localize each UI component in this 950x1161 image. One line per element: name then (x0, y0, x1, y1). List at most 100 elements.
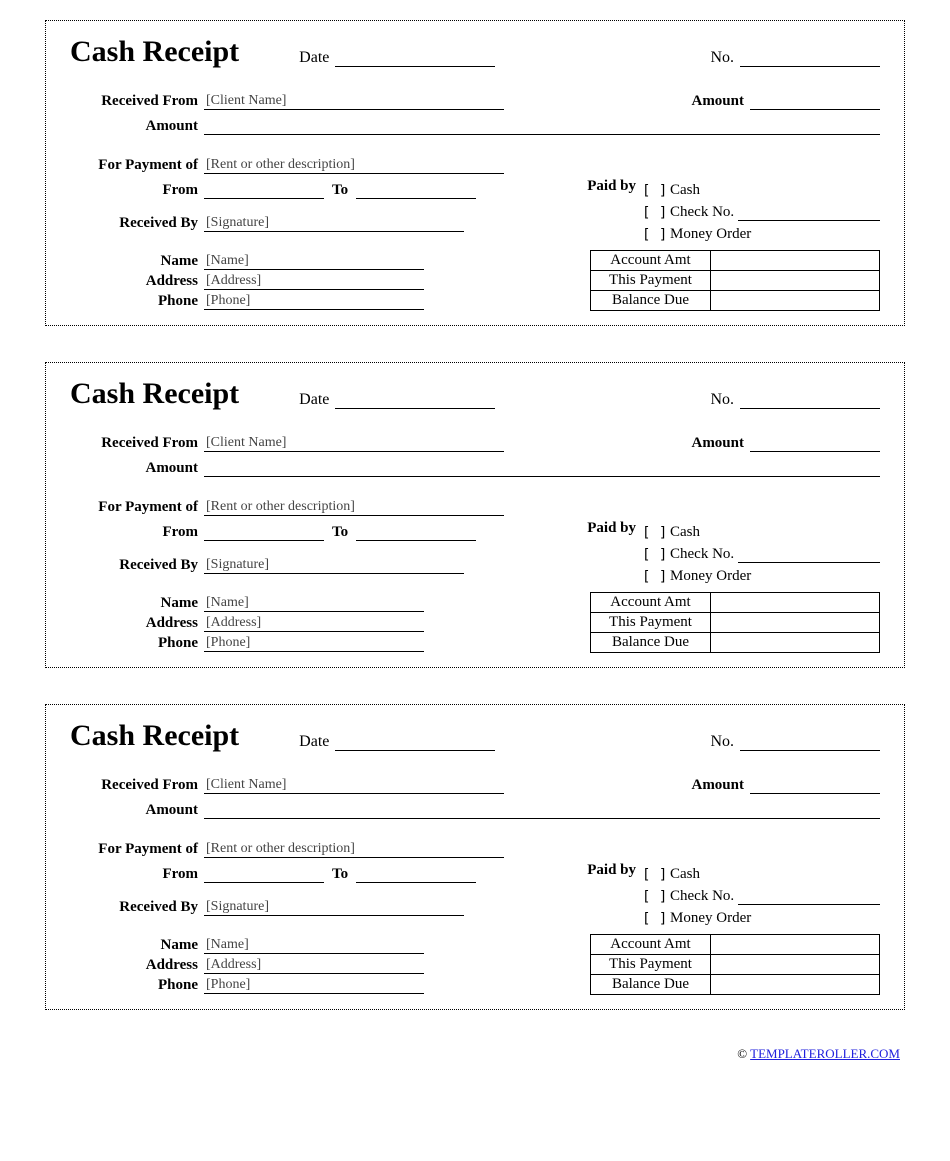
money-order-checkbox[interactable]: [ ] (642, 911, 670, 927)
balance-due-label: Balance Due (591, 975, 711, 995)
check-checkbox[interactable]: [ ] (642, 547, 670, 563)
signature-placeholder: [Signature] (204, 215, 269, 231)
client-name-placeholder: [Client Name] (204, 93, 286, 109)
balance-due-value[interactable] (711, 975, 880, 995)
received-from-field[interactable]: [Client Name] (204, 433, 504, 452)
cash-receipt: Cash Receipt Date No. Received From [Cli… (45, 20, 905, 326)
number-field[interactable] (740, 48, 880, 67)
this-payment-label: This Payment (591, 271, 711, 291)
money-order-checkbox[interactable]: [ ] (642, 569, 670, 585)
this-payment-value[interactable] (711, 271, 880, 291)
client-name-placeholder: [Client Name] (204, 777, 286, 793)
received-by-label: Received By (70, 899, 204, 916)
receipt-title: Cash Receipt (70, 37, 239, 67)
received-by-field[interactable]: [Signature] (204, 213, 464, 232)
cash-checkbox[interactable]: [ ] (642, 867, 670, 883)
description-placeholder: [Rent or other description] (204, 157, 355, 173)
amount-box-label: Amount (691, 435, 750, 452)
date-label: Date (299, 733, 329, 751)
phone-field[interactable]: [Phone] (204, 975, 424, 994)
cash-receipt: Cash Receipt Date No. Received From [Cli… (45, 362, 905, 668)
account-table: Account Amt This Payment Balance Due (590, 934, 880, 995)
check-no-field[interactable] (738, 886, 880, 905)
name-placeholder: [Name] (204, 937, 249, 953)
for-payment-label: For Payment of (70, 841, 204, 858)
for-payment-label: For Payment of (70, 157, 204, 174)
to-field[interactable] (356, 522, 476, 541)
signature-placeholder: [Signature] (204, 557, 269, 573)
balance-due-value[interactable] (711, 633, 880, 653)
check-no-field[interactable] (738, 202, 880, 221)
from-field[interactable] (204, 522, 324, 541)
received-by-label: Received By (70, 215, 204, 232)
paid-by-label: Paid by (580, 862, 642, 928)
received-by-label: Received By (70, 557, 204, 574)
number-field[interactable] (740, 390, 880, 409)
name-field[interactable]: [Name] (204, 251, 424, 270)
cash-checkbox[interactable]: [ ] (642, 525, 670, 541)
phone-label: Phone (70, 977, 204, 994)
from-field[interactable] (204, 180, 324, 199)
account-table: Account Amt This Payment Balance Due (590, 592, 880, 653)
name-field[interactable]: [Name] (204, 935, 424, 954)
for-payment-field[interactable]: [Rent or other description] (204, 497, 504, 516)
address-field[interactable]: [Address] (204, 271, 424, 290)
phone-label: Phone (70, 293, 204, 310)
date-field[interactable] (335, 48, 495, 67)
this-payment-value[interactable] (711, 613, 880, 633)
money-order-label: Money Order (670, 226, 751, 243)
address-placeholder: [Address] (204, 615, 261, 631)
received-from-field[interactable]: [Client Name] (204, 775, 504, 794)
footer-link[interactable]: TEMPLATEROLLER.COM (750, 1046, 900, 1061)
from-field[interactable] (204, 864, 324, 883)
account-table: Account Amt This Payment Balance Due (590, 250, 880, 311)
name-label: Name (70, 937, 204, 954)
amount-words-label: Amount (70, 118, 204, 135)
amount-box-label: Amount (691, 777, 750, 794)
account-amt-value[interactable] (711, 593, 880, 613)
check-no-label: Check No. (670, 546, 734, 563)
amount-words-field[interactable] (204, 458, 880, 477)
check-checkbox[interactable]: [ ] (642, 889, 670, 905)
received-by-field[interactable]: [Signature] (204, 897, 464, 916)
date-field[interactable] (335, 390, 495, 409)
amount-box-field[interactable] (750, 433, 880, 452)
amount-words-field[interactable] (204, 116, 880, 135)
balance-due-value[interactable] (711, 291, 880, 311)
name-field[interactable]: [Name] (204, 593, 424, 612)
number-field[interactable] (740, 732, 880, 751)
address-placeholder: [Address] (204, 273, 261, 289)
to-field[interactable] (356, 180, 476, 199)
amount-words-field[interactable] (204, 800, 880, 819)
phone-placeholder: [Phone] (204, 635, 250, 651)
description-placeholder: [Rent or other description] (204, 499, 355, 515)
balance-due-label: Balance Due (591, 291, 711, 311)
amount-words-label: Amount (70, 802, 204, 819)
phone-placeholder: [Phone] (204, 293, 250, 309)
phone-field[interactable]: [Phone] (204, 633, 424, 652)
cash-label: Cash (670, 866, 700, 883)
phone-field[interactable]: [Phone] (204, 291, 424, 310)
cash-checkbox[interactable]: [ ] (642, 183, 670, 199)
account-amt-value[interactable] (711, 935, 880, 955)
account-amt-value[interactable] (711, 251, 880, 271)
check-checkbox[interactable]: [ ] (642, 205, 670, 221)
for-payment-label: For Payment of (70, 499, 204, 516)
amount-box-field[interactable] (750, 91, 880, 110)
address-placeholder: [Address] (204, 957, 261, 973)
amount-box-field[interactable] (750, 775, 880, 794)
address-field[interactable]: [Address] (204, 613, 424, 632)
for-payment-field[interactable]: [Rent or other description] (204, 839, 504, 858)
money-order-checkbox[interactable]: [ ] (642, 227, 670, 243)
to-field[interactable] (356, 864, 476, 883)
signature-placeholder: [Signature] (204, 899, 269, 915)
this-payment-value[interactable] (711, 955, 880, 975)
received-from-field[interactable]: [Client Name] (204, 91, 504, 110)
from-label: From (70, 182, 204, 199)
address-field[interactable]: [Address] (204, 955, 424, 974)
date-field[interactable] (335, 732, 495, 751)
received-by-field[interactable]: [Signature] (204, 555, 464, 574)
number-label: No. (710, 49, 734, 67)
for-payment-field[interactable]: [Rent or other description] (204, 155, 504, 174)
check-no-field[interactable] (738, 544, 880, 563)
